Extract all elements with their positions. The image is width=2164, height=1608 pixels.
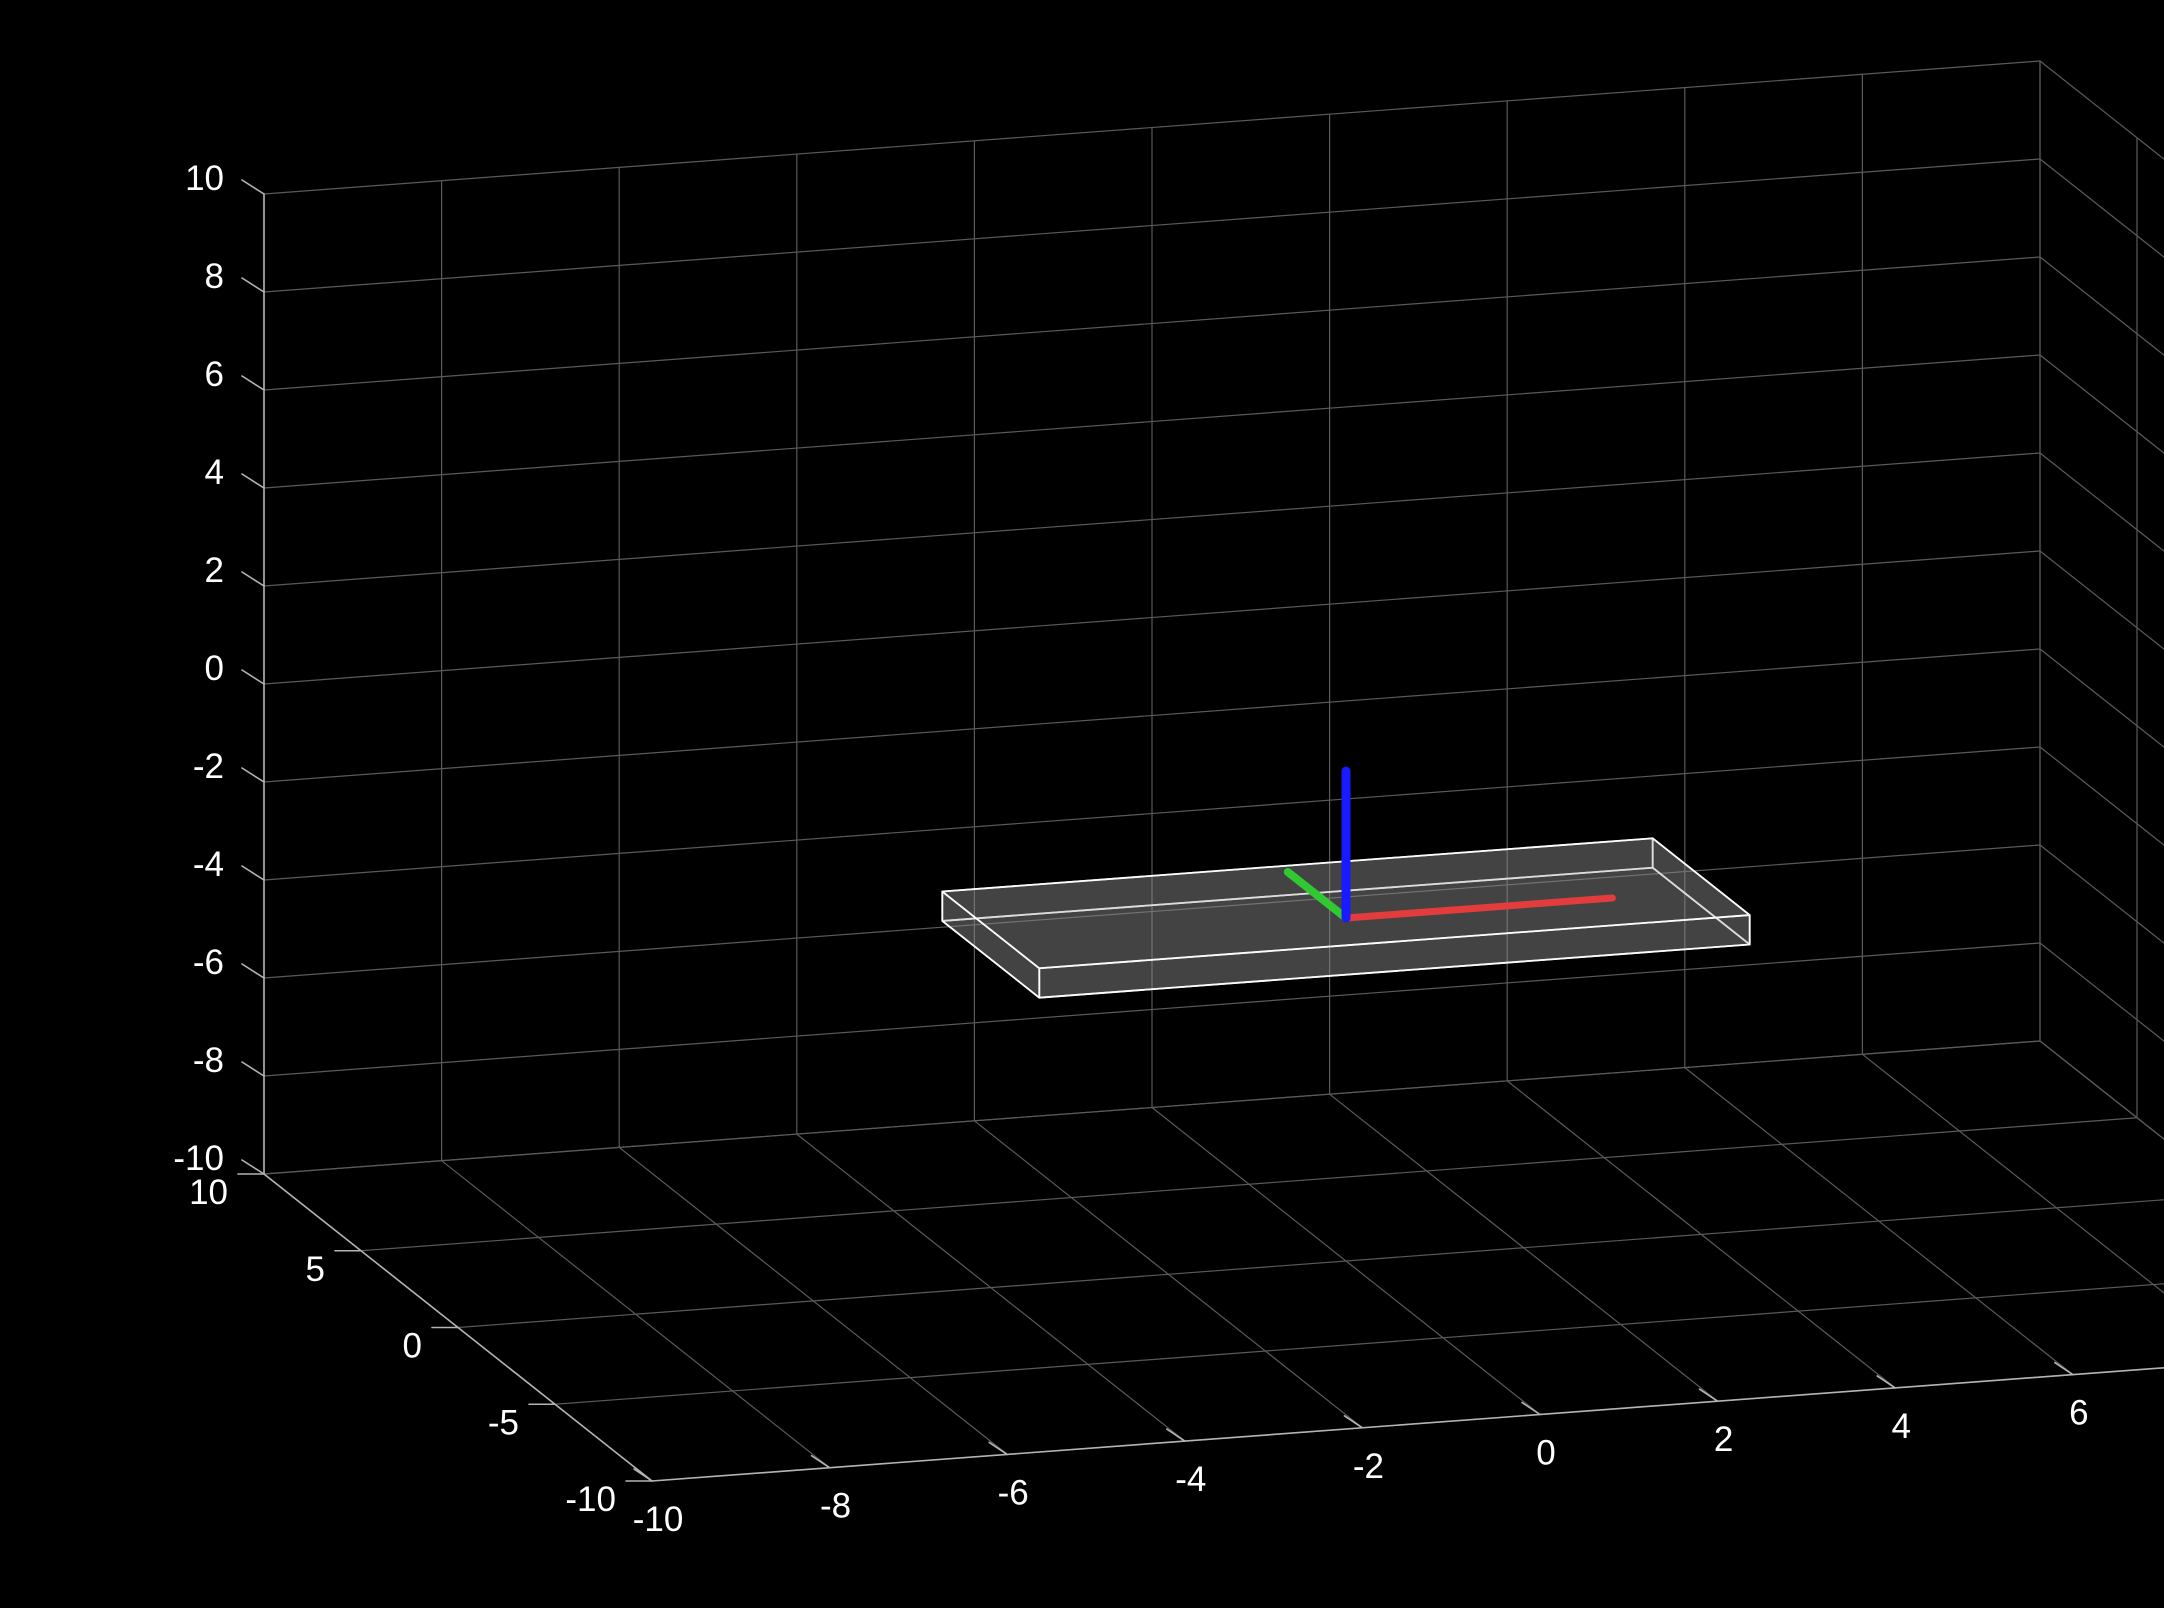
z-tick (241, 1061, 265, 1077)
z-tick (241, 865, 265, 881)
z-tick (241, 179, 265, 195)
y-tick-label: -10 (565, 1480, 616, 1519)
x-tick-label: -6 (998, 1473, 1029, 1512)
x-tick (810, 1454, 831, 1469)
gridline-back-z (263, 648, 2041, 783)
z-tick-label: 2 (205, 551, 224, 590)
grid-layer (263, 60, 2164, 1482)
x-tick (633, 1468, 653, 1482)
gridline-side-z (2039, 354, 2164, 454)
gridline-floor-y (651, 1367, 2164, 1482)
x-axis-line (651, 1366, 2164, 1482)
z-tick (241, 767, 265, 783)
gridline-side-z (2039, 942, 2164, 1042)
gridline-floor-y (360, 1117, 2138, 1252)
y-tick-label: 10 (189, 1173, 228, 1212)
gridline-floor-x (1861, 1053, 2164, 1294)
x-tick-label: 2 (1714, 1420, 1733, 1459)
tick-labels: -10-8-6-4-20246810-10-8-6-4-20246810-10-… (173, 159, 2088, 1539)
z-tick-label: -8 (193, 1041, 224, 1080)
z-tick (241, 375, 265, 391)
gridline-floor-y (554, 1283, 2164, 1405)
z-tick (241, 277, 265, 293)
gridline-side-z (2039, 256, 2164, 356)
z-tick-label: -4 (193, 845, 224, 884)
x-tick (988, 1441, 1009, 1456)
z-tick (241, 571, 265, 587)
x-tick-label: 0 (1536, 1434, 1555, 1473)
z-tick-label: 6 (205, 355, 224, 394)
x-tick-label: 4 (1891, 1407, 1910, 1446)
gridline-side-z (2039, 1040, 2164, 1140)
x-tick-label: -4 (1175, 1460, 1206, 1499)
x-tick (1343, 1415, 1364, 1429)
gridline-back-z (263, 452, 2041, 587)
gridline-floor-x (2039, 1040, 2164, 1140)
z-tick (241, 963, 265, 979)
gridline-back-z (263, 550, 2041, 685)
frame-x-axis (1342, 894, 1616, 922)
gridline-back-z (263, 256, 2041, 391)
gridline-side-z (2039, 550, 2164, 650)
frame-y-axis (1283, 867, 1350, 922)
z-tick-label: -6 (193, 943, 224, 982)
x-tick-label: 6 (2069, 1394, 2088, 1433)
z-tick-label: 8 (205, 257, 224, 296)
x-tick (1521, 1401, 1541, 1416)
object-layer (941, 766, 1751, 999)
gridline-back-z (263, 60, 2041, 195)
gridline-side-z (2039, 60, 2164, 160)
gridline-floor-y (263, 1040, 2041, 1175)
y-tick-label: 5 (306, 1250, 325, 1289)
gridline-floor-y (457, 1199, 2164, 1329)
gridline-side-z (2039, 746, 2164, 846)
x-tick-label: -2 (1353, 1447, 1384, 1486)
x-tick-label: -10 (633, 1500, 684, 1539)
x-tick-label: -8 (820, 1487, 851, 1526)
gridline-side-z (2039, 158, 2164, 258)
z-tick-label: 10 (185, 159, 224, 198)
y-tick-label: -5 (488, 1403, 519, 1442)
gridline-side-z (2039, 648, 2164, 748)
gridline-back-z (263, 158, 2041, 293)
gridline-back-z (263, 844, 2041, 979)
z-tick-label: 0 (205, 649, 224, 688)
z-tick (241, 669, 265, 685)
z-tick-label: 4 (205, 453, 224, 492)
gridline-back-z (263, 942, 2041, 1077)
gridline-side-z (2039, 844, 2164, 944)
x-tick (2054, 1361, 2074, 1376)
z-tick (241, 473, 265, 489)
x-tick (1876, 1375, 1896, 1389)
z-tick (241, 1159, 265, 1175)
z-tick-label: -2 (193, 747, 224, 786)
gridline-back-z (263, 746, 2041, 881)
y-tick-label: 0 (403, 1327, 422, 1366)
z-tick-label: -10 (173, 1139, 224, 1178)
gridline-back-z (263, 354, 2041, 489)
x-tick (1698, 1388, 1719, 1402)
axis-layer (237, 179, 2164, 1482)
gridline-side-z (2039, 452, 2164, 552)
x-tick (1166, 1428, 1186, 1442)
